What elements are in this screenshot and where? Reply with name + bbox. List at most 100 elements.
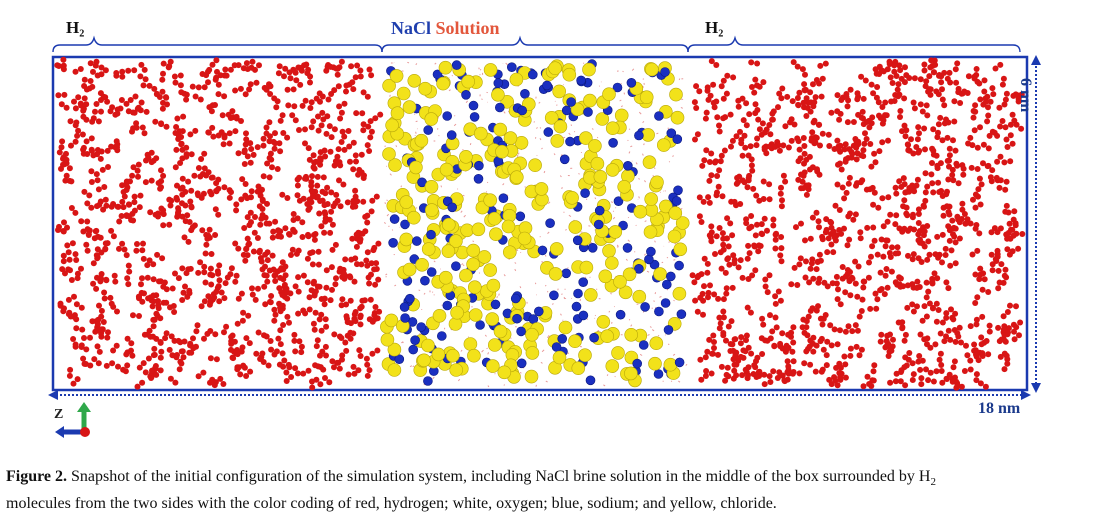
- hydrogen-atom: [358, 313, 364, 319]
- hydrogen-atom: [846, 237, 852, 243]
- hydrogen-atom: [158, 355, 164, 361]
- hydrogen-atom: [142, 67, 148, 73]
- hydrogen-atom: [358, 261, 364, 267]
- hydrogen-atom: [970, 252, 976, 258]
- brace-h2-right: [688, 38, 1020, 52]
- hydrogen-atom: [935, 130, 941, 136]
- sodium-ion: [654, 112, 663, 121]
- hydrogen-atom: [714, 173, 720, 179]
- chloride-ion: [606, 163, 619, 176]
- chloride-ion: [461, 224, 474, 237]
- hydrogen-atom: [934, 275, 940, 281]
- hydrogen-atom: [312, 293, 318, 299]
- hydrogen-atom: [250, 292, 256, 298]
- hydrogen-atom: [976, 276, 982, 282]
- caption-subscript: 2: [930, 476, 936, 488]
- hydrogen-atom: [365, 124, 371, 130]
- hydrogen-atom: [315, 363, 321, 369]
- chloride-ion: [462, 75, 475, 88]
- hydrogen-atom: [286, 320, 292, 326]
- hydrogen-atom: [119, 213, 125, 219]
- chloride-ion: [486, 360, 499, 373]
- hydrogen-atom: [80, 114, 86, 120]
- hydrogen-atom: [761, 196, 767, 202]
- hydrogen-atom: [767, 312, 773, 318]
- hydrogen-atom: [59, 138, 65, 144]
- label-dimension-x: 18 nm: [978, 400, 1020, 418]
- water-molecule: [574, 131, 575, 132]
- hydrogen-atom: [971, 115, 977, 121]
- hydrogen-atom: [93, 228, 99, 234]
- hydrogen-atom: [732, 336, 738, 342]
- hydrogen-atom: [94, 101, 100, 107]
- hydrogen-atom: [714, 114, 720, 120]
- caption-line-1: Figure 2. Snapshot of the initial config…: [6, 466, 1114, 493]
- hydrogen-atom: [857, 352, 863, 358]
- chloride-ion: [391, 107, 404, 120]
- hydrogen-atom: [271, 307, 277, 313]
- sodium-ion: [641, 302, 650, 311]
- hydrogen-atom: [173, 147, 179, 153]
- chloride-ion: [594, 170, 607, 183]
- hydrogen-atom: [89, 179, 95, 185]
- hydrogen-atom: [311, 281, 317, 287]
- hydrogen-atom: [303, 62, 309, 68]
- hydrogen-atom: [272, 278, 278, 284]
- hydrogen-atom: [240, 310, 246, 316]
- hydrogen-atom: [871, 362, 877, 368]
- label-nacl: NaCl: [391, 18, 431, 38]
- sodium-ion: [513, 314, 522, 323]
- chloride-ion: [583, 63, 596, 76]
- hydrogen-atom: [322, 202, 328, 208]
- hydrogen-atom: [885, 285, 891, 291]
- hydrogen-atom: [94, 171, 100, 177]
- hydrogen-atom: [917, 367, 923, 373]
- hydrogen-atom: [747, 250, 753, 256]
- hydrogen-atom: [847, 353, 853, 359]
- hydrogen-atom: [124, 252, 130, 258]
- hydrogen-atom: [352, 255, 358, 261]
- hydrogen-atom: [138, 193, 144, 199]
- hydrogen-atom: [834, 138, 840, 144]
- hydrogen-atom: [876, 148, 882, 154]
- hydrogen-atom: [971, 342, 977, 348]
- chloride-ion: [566, 191, 579, 204]
- hydrogen-atom: [278, 308, 284, 314]
- hydrogen-atom: [879, 286, 885, 292]
- chloride-ion: [510, 73, 523, 86]
- hydrogen-atom: [934, 368, 940, 374]
- hydrogen-atom: [104, 99, 110, 105]
- hydrogen-atom: [151, 276, 157, 282]
- hydrogen-atom: [931, 69, 937, 75]
- hydrogen-atom: [201, 264, 207, 270]
- hydrogen-atom: [968, 323, 974, 329]
- sodium-ion: [447, 131, 456, 140]
- hydrogen-atom: [711, 339, 717, 345]
- hydrogen-atom: [228, 338, 234, 344]
- hydrogen-atom: [805, 105, 811, 111]
- hydrogen-atom: [353, 110, 359, 116]
- hydrogen-atom: [99, 71, 105, 77]
- hydrogen-atom: [930, 126, 936, 132]
- hydrogen-atom: [1004, 203, 1010, 209]
- hydrogen-atom: [717, 325, 723, 331]
- sodium-ion: [507, 63, 516, 72]
- hydrogen-atom: [98, 326, 104, 332]
- chloride-ion: [549, 267, 562, 280]
- hydrogen-atom: [276, 70, 282, 76]
- hydrogen-atom: [151, 346, 157, 352]
- hydrogen-atom: [371, 245, 377, 251]
- hydrogen-atom: [280, 112, 286, 118]
- hydrogen-atom: [903, 332, 909, 338]
- hydrogen-atom: [966, 73, 972, 79]
- hydrogen-atom: [756, 369, 762, 375]
- hydrogen-atom: [63, 151, 69, 157]
- hydrogen-atom: [745, 243, 751, 249]
- hydrogen-atom: [364, 362, 370, 368]
- hydrogen-atom: [949, 172, 955, 178]
- sodium-ion: [579, 278, 588, 287]
- hydrogen-atom: [777, 252, 783, 258]
- chloride-ion: [419, 82, 432, 95]
- hydrogen-atom: [314, 343, 320, 349]
- hydrogen-atom: [842, 361, 848, 367]
